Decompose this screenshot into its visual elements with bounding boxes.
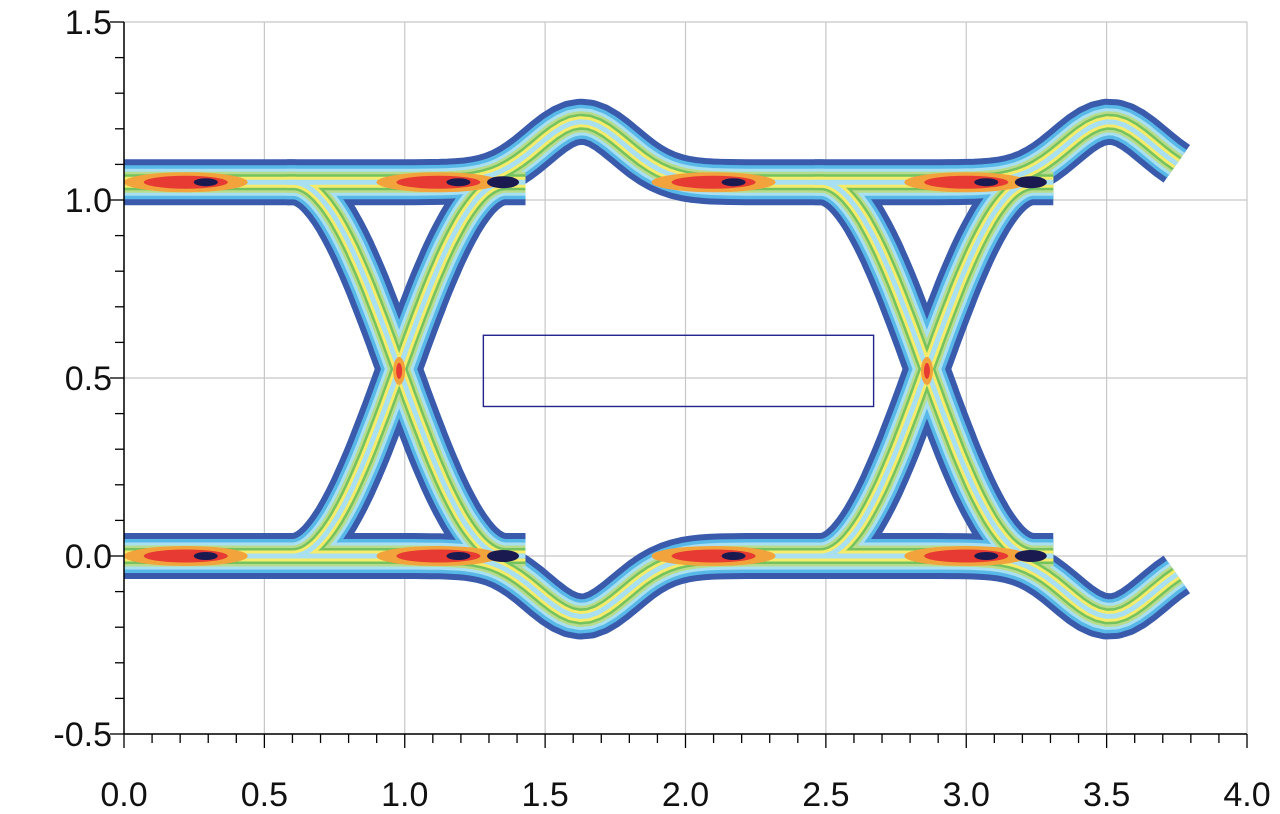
- x-tick-label-6: 3.0: [943, 776, 990, 814]
- y-tick-label-3: 1.0: [65, 182, 112, 220]
- crossing-core-0-1: [1014, 176, 1047, 189]
- hotspot-core-1-3: [974, 552, 999, 560]
- x-tick-label-2: 1.0: [381, 776, 428, 814]
- crossing-hotspot-core-0: [396, 362, 403, 379]
- eye-signal-traces: [109, 98, 1191, 640]
- axes: [110, 21, 1248, 748]
- hotspot-core-0-0: [193, 178, 218, 187]
- y-axis-tick-labels: -0.5 0.0 0.5 1.0 1.5: [53, 4, 112, 754]
- x-tick-label-5: 2.5: [802, 776, 849, 814]
- y-tick-label-4: 1.5: [65, 4, 112, 42]
- rising-edge-trace-0-band-6: [286, 179, 526, 559]
- rising-edge-trace-1-band-6: [814, 179, 1054, 559]
- x-tick-label-4: 2.0: [662, 776, 709, 814]
- x-tick-label-0: 0.0: [100, 776, 147, 814]
- hotspot-core-0-2: [721, 178, 746, 187]
- hotspot-core-0-1: [446, 178, 471, 187]
- falling-edge-trace-0-band-6: [286, 179, 526, 559]
- x-tick-label-8: 4.0: [1223, 776, 1270, 814]
- hotspot-core-0-3: [974, 178, 999, 187]
- x-tick-label-3: 1.5: [521, 776, 568, 814]
- eye-mask-rect: [482, 334, 875, 408]
- density-hotspots: [123, 172, 1047, 566]
- crossing-core-0-0: [487, 176, 520, 189]
- hotspot-core-1-0: [193, 552, 218, 560]
- eye-mask: [482, 334, 875, 408]
- x-tick-label-1: 0.5: [241, 776, 288, 814]
- falling-edge-trace-1-band-6: [814, 179, 1054, 559]
- x-axis-tick-labels: 0.0 0.5 1.0 1.5 2.0 2.5 3.0 3.5 4.0: [100, 776, 1270, 814]
- y-tick-label-2: 0.5: [65, 360, 112, 398]
- hotspot-core-1-2: [721, 552, 746, 560]
- crossing-core-1-0: [487, 550, 520, 562]
- x-tick-label-7: 3.5: [1083, 776, 1130, 814]
- crossing-hotspot-core-1: [923, 362, 930, 379]
- y-tick-label-0: -0.5: [53, 716, 112, 754]
- y-tick-label-1: 0.0: [65, 538, 112, 576]
- crossing-core-1-1: [1014, 550, 1047, 562]
- hotspot-core-1-1: [446, 552, 471, 560]
